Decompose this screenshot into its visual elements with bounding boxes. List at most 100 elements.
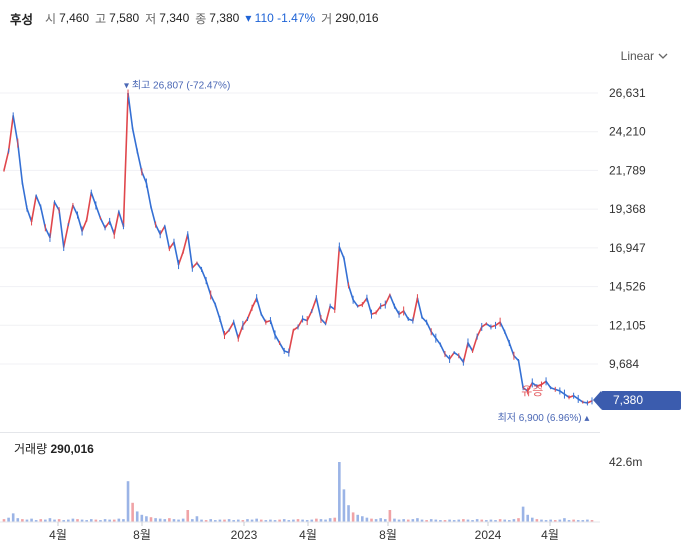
price-segment bbox=[347, 284, 354, 301]
price-segment bbox=[310, 297, 318, 312]
volume-axis-label: 42.6m bbox=[609, 455, 642, 469]
price-segment bbox=[476, 326, 483, 338]
price-segment bbox=[292, 326, 299, 331]
price-segment bbox=[228, 321, 235, 331]
y-tick-label: 26,631 bbox=[609, 86, 646, 100]
volume-bar bbox=[214, 520, 217, 522]
price-segment bbox=[3, 150, 10, 172]
price-segment bbox=[526, 382, 534, 392]
price-segment bbox=[49, 201, 56, 239]
price-segment bbox=[288, 329, 295, 354]
low-value: 7,340 bbox=[159, 11, 190, 25]
volume-bar bbox=[512, 519, 516, 522]
high-label: 고 bbox=[95, 11, 107, 26]
volume-bar bbox=[517, 518, 520, 522]
price-segment bbox=[182, 233, 189, 253]
volume-bar bbox=[498, 519, 502, 522]
volume-bar bbox=[328, 518, 332, 522]
volume-bar bbox=[324, 519, 327, 522]
price-segment bbox=[540, 380, 547, 386]
volume-bar bbox=[25, 519, 29, 522]
price-segment bbox=[306, 310, 313, 322]
volume-bar bbox=[576, 520, 580, 522]
volume-bar bbox=[301, 519, 304, 522]
volume-bar bbox=[223, 519, 226, 522]
volume-bar bbox=[67, 519, 70, 522]
volume-bar bbox=[246, 519, 249, 522]
volume-bar bbox=[489, 519, 493, 522]
price-segment bbox=[104, 220, 111, 229]
volume-bar bbox=[204, 520, 208, 522]
price-segment bbox=[113, 211, 120, 236]
price-segment bbox=[430, 330, 437, 339]
price-segment bbox=[214, 303, 221, 320]
price-segment bbox=[7, 115, 14, 152]
price-segment bbox=[67, 204, 74, 226]
volume-bar bbox=[544, 520, 548, 522]
price-segment bbox=[76, 214, 83, 232]
price-segment bbox=[136, 150, 143, 173]
volume-bar bbox=[145, 516, 148, 522]
current-price-tag: 7,380 bbox=[593, 391, 681, 410]
volume-bar bbox=[99, 520, 102, 522]
volume-bar bbox=[406, 519, 410, 522]
volume-bar bbox=[558, 519, 562, 522]
scale-label: Linear bbox=[620, 49, 654, 63]
price-segment bbox=[39, 206, 47, 229]
min-annotation: 최저 6,900 (6.96%) ▴ bbox=[498, 412, 590, 424]
volume-bar bbox=[416, 518, 419, 522]
price-segment bbox=[439, 343, 446, 355]
price-segment bbox=[237, 324, 244, 339]
volume-bar bbox=[103, 519, 107, 522]
price-segment bbox=[568, 394, 575, 399]
volume-bar bbox=[117, 518, 121, 522]
volume-panel-value: 290,016 bbox=[50, 442, 94, 456]
volume-bar bbox=[480, 519, 484, 522]
volume-bar bbox=[443, 520, 447, 522]
price-segment bbox=[320, 318, 327, 325]
volume-bar bbox=[269, 519, 272, 522]
price-segment bbox=[223, 329, 230, 336]
price-segment bbox=[462, 342, 469, 363]
volume-bar bbox=[508, 520, 511, 522]
volume-bar bbox=[494, 520, 497, 522]
price-segment bbox=[186, 233, 194, 269]
price-segment bbox=[329, 305, 336, 311]
price-segment bbox=[72, 204, 79, 216]
price-segment bbox=[81, 219, 88, 232]
max-annotation: ▾ 최고 26,807 (-72.47%) bbox=[124, 79, 230, 91]
volume-bar bbox=[310, 519, 314, 522]
volume-bar bbox=[553, 520, 557, 522]
volume-bar bbox=[305, 520, 309, 522]
scale-dropdown[interactable]: Linear bbox=[621, 49, 668, 63]
volume-bar bbox=[457, 519, 461, 522]
volume-bar bbox=[241, 520, 245, 522]
price-segment bbox=[508, 342, 515, 357]
price-segment bbox=[53, 201, 60, 212]
price-segment bbox=[278, 342, 286, 352]
price-segment bbox=[265, 319, 272, 323]
price-segment bbox=[389, 294, 396, 307]
volume-bar bbox=[411, 519, 415, 522]
volume-bar bbox=[535, 519, 539, 522]
price-segment bbox=[572, 394, 580, 400]
y-tick-label: 24,210 bbox=[609, 125, 646, 139]
volume-bar bbox=[425, 520, 428, 522]
price-segment bbox=[549, 386, 557, 391]
price-segment bbox=[421, 316, 428, 323]
price-segment bbox=[384, 294, 391, 306]
volume-bar bbox=[282, 519, 286, 522]
volume-bar bbox=[140, 514, 144, 522]
y-tick-label: 12,105 bbox=[609, 318, 646, 332]
price-segment bbox=[315, 297, 322, 320]
price-segment bbox=[536, 383, 543, 387]
volume-bar bbox=[85, 520, 88, 522]
price-segment bbox=[393, 305, 400, 315]
volume-bar bbox=[200, 519, 203, 522]
volume-bar bbox=[549, 519, 552, 522]
volume-bar bbox=[122, 519, 125, 522]
volume-bar bbox=[48, 518, 52, 522]
volume-bar bbox=[315, 518, 318, 522]
volume-bar bbox=[448, 519, 451, 522]
